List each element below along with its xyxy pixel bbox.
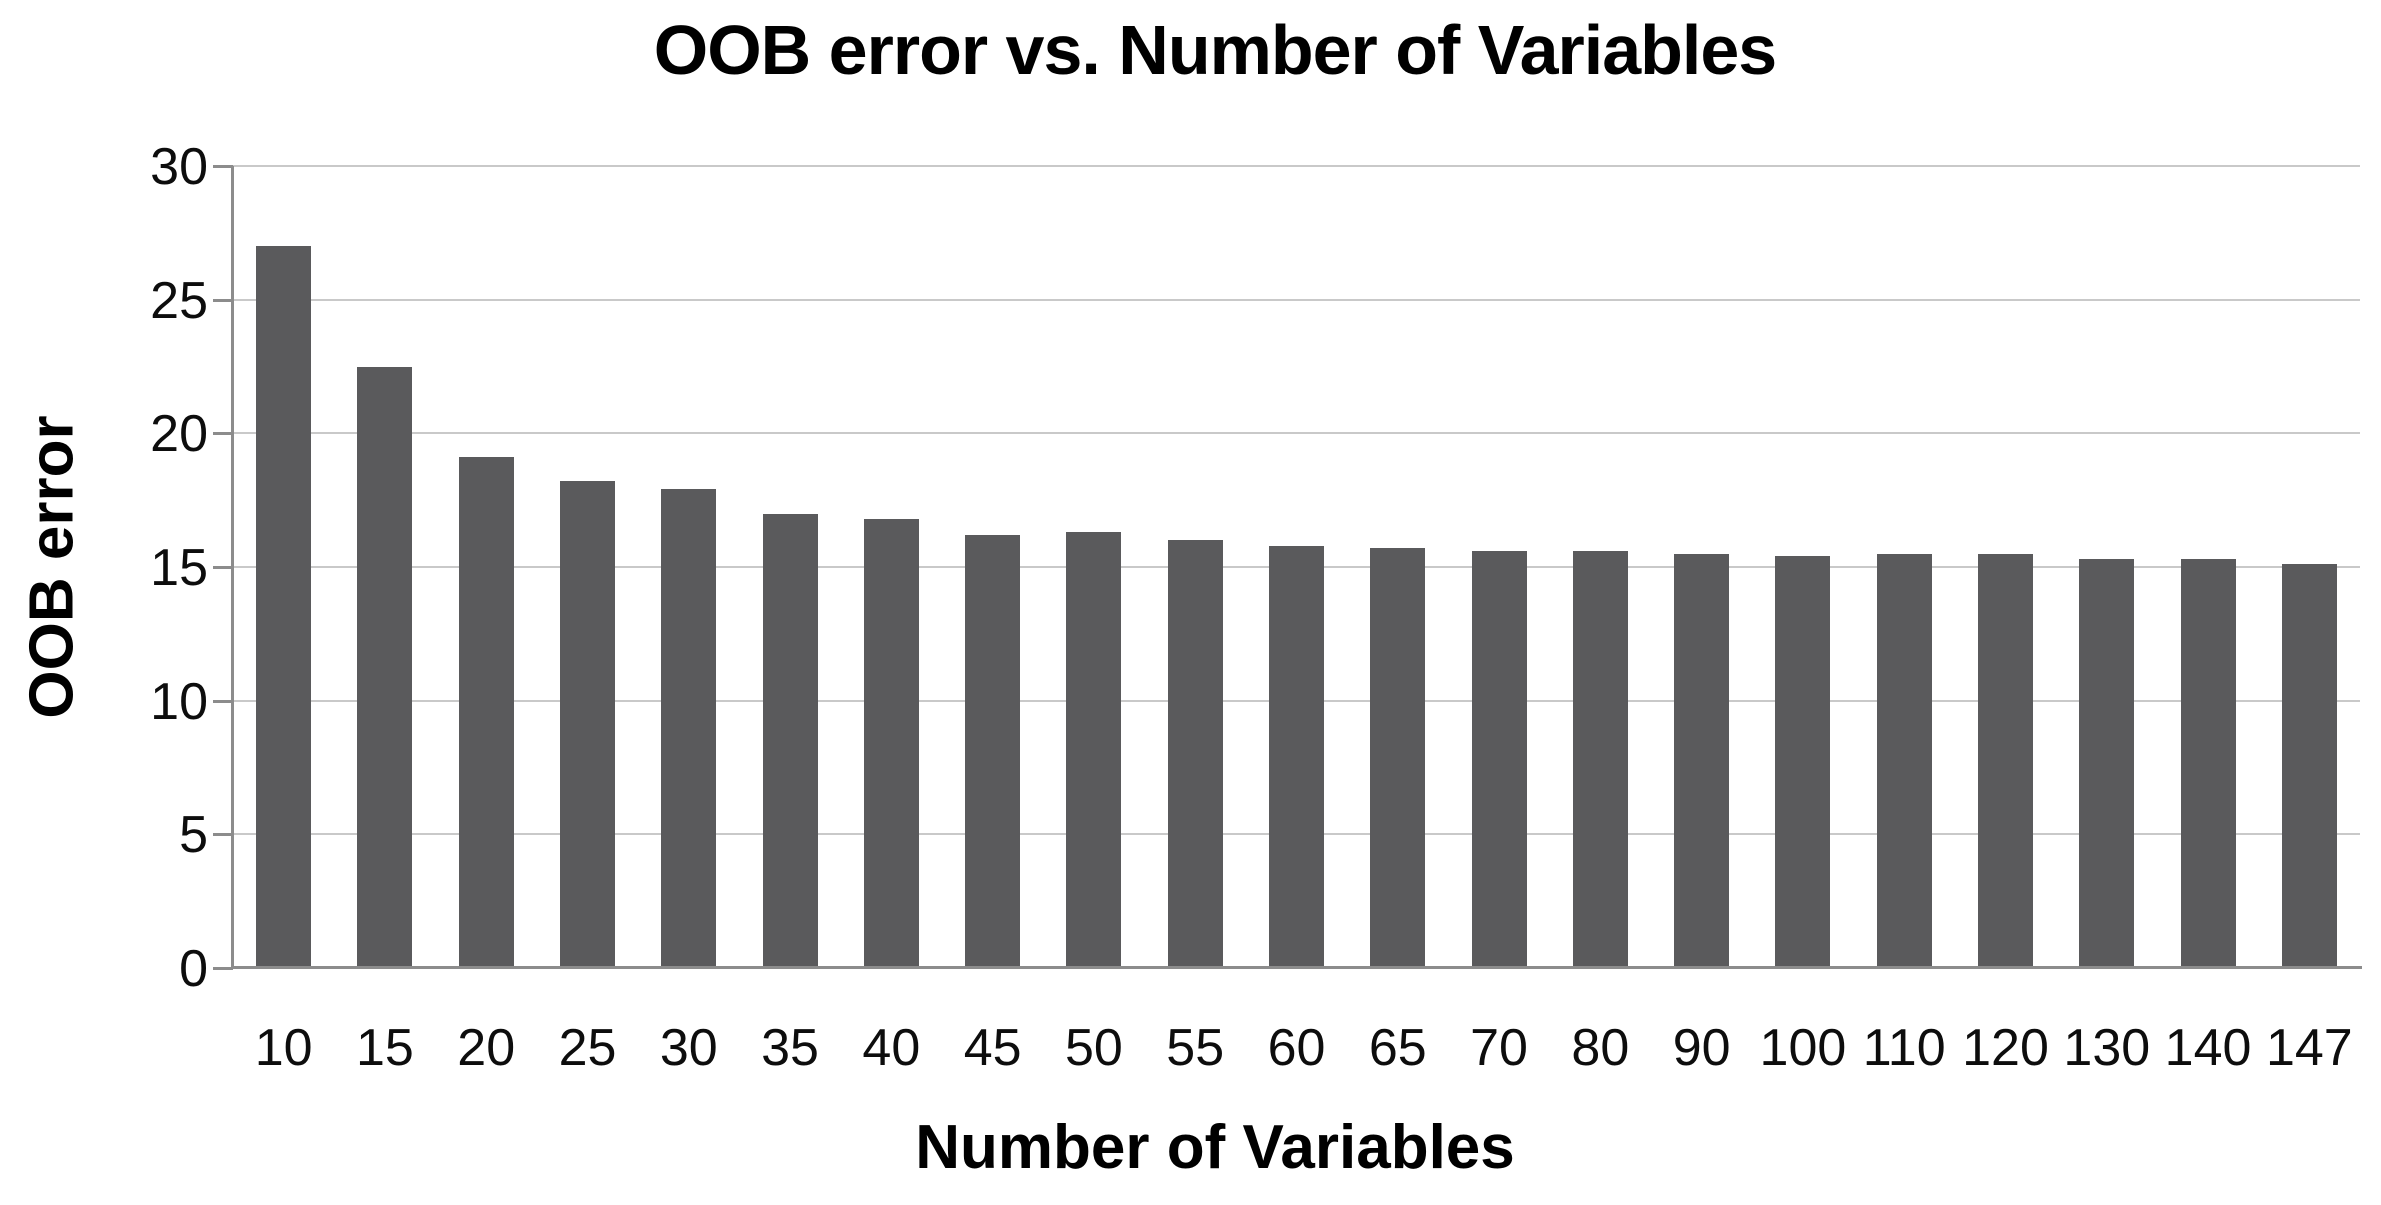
y-tick-label-15: 15: [150, 539, 208, 597]
x-axis-title: Number of Variables: [915, 1113, 1515, 1182]
bar-25: [560, 481, 615, 968]
gridline-y-30: [233, 165, 2360, 167]
plot-area: [233, 165, 2360, 968]
x-tick-label-35: 35: [761, 1019, 819, 1077]
bar-110: [1876, 553, 1932, 968]
x-tick-label-20: 20: [457, 1019, 516, 1077]
gridline-y-20: [233, 432, 2360, 435]
y-tick-label-0: 0: [179, 940, 208, 998]
bar-130: [2079, 558, 2135, 968]
bar-20: [458, 457, 514, 968]
y-tick-label-5: 5: [179, 806, 208, 865]
x-tick-label-80: 80: [1571, 1019, 1630, 1077]
bar-55: [1167, 540, 1223, 968]
y-tick-mark-0: [213, 967, 233, 970]
x-tick-label-25: 25: [558, 1019, 617, 1077]
bar-45: [965, 534, 1021, 968]
y-tick-mark-20: [213, 432, 233, 436]
y-tick-label-30: 30: [150, 138, 208, 196]
x-tick-label-70: 70: [1470, 1019, 1528, 1077]
x-tick-label-30: 30: [659, 1019, 718, 1077]
x-tick-label-55: 55: [1166, 1019, 1225, 1077]
y-tick-label-10: 10: [150, 672, 208, 731]
gridline-y-25: [233, 298, 2360, 301]
bar-30: [661, 489, 717, 968]
y-tick-label-20: 20: [150, 405, 208, 464]
x-tick-label-100: 100: [1759, 1019, 1847, 1077]
x-tick-label-50: 50: [1065, 1019, 1123, 1077]
bar-40: [863, 518, 919, 968]
x-tick-label-140: 140: [2164, 1019, 2252, 1077]
bar-35: [762, 513, 818, 968]
bar-80: [1572, 550, 1628, 968]
bar-60: [1269, 545, 1324, 968]
x-tick-label-15: 15: [356, 1019, 414, 1077]
x-tick-label-130: 130: [2063, 1019, 2151, 1077]
bar-70: [1471, 550, 1527, 968]
bar-10: [256, 246, 312, 968]
x-tick-label-40: 40: [862, 1019, 921, 1077]
y-tick-mark-30: [213, 165, 233, 168]
y-tick-mark-5: [213, 833, 233, 837]
x-tick-label-90: 90: [1672, 1019, 1731, 1077]
bar-15: [357, 366, 413, 968]
bar-65: [1370, 548, 1426, 968]
x-tick-label-45: 45: [963, 1019, 1022, 1077]
y-tick-mark-10: [213, 699, 233, 703]
y-tick-mark-25: [213, 298, 233, 302]
x-axis-line: [231, 966, 2362, 969]
x-tick-label-120: 120: [1962, 1019, 2049, 1077]
x-tick-label-110: 110: [1862, 1019, 1946, 1077]
bar-140: [2180, 558, 2236, 968]
x-tick-label-147: 147: [2265, 1019, 2353, 1077]
x-tick-label-10: 10: [254, 1019, 313, 1077]
y-tick-mark-15: [213, 566, 233, 569]
bar-120: [1978, 553, 2033, 968]
y-axis-title: OOB error: [17, 415, 87, 719]
bar-50: [1066, 532, 1122, 968]
bar-147: [2281, 564, 2337, 968]
x-tick-label-60: 60: [1267, 1019, 1326, 1077]
bar-90: [1674, 553, 1730, 968]
bar-100: [1775, 556, 1831, 968]
x-tick-label-65: 65: [1368, 1019, 1427, 1077]
y-tick-label-25: 25: [150, 271, 208, 330]
chart-title: OOB error vs. Number of Variables: [653, 11, 1777, 89]
